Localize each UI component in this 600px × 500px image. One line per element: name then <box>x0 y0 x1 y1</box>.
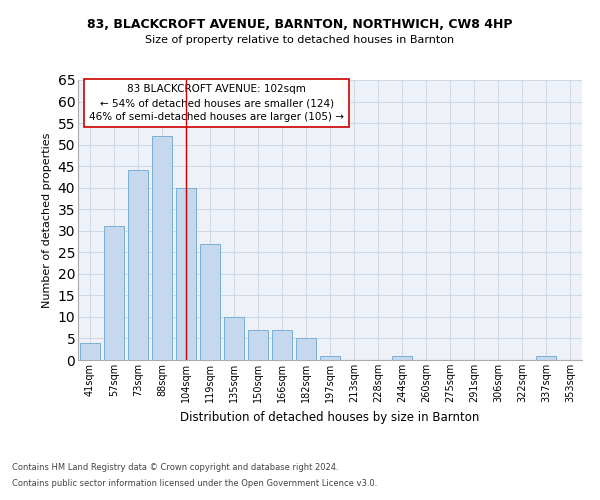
Text: 83, BLACKCROFT AVENUE, BARNTON, NORTHWICH, CW8 4HP: 83, BLACKCROFT AVENUE, BARNTON, NORTHWIC… <box>87 18 513 30</box>
Bar <box>392 356 412 360</box>
Y-axis label: Number of detached properties: Number of detached properties <box>42 132 52 308</box>
Bar <box>128 170 148 360</box>
Bar <box>296 338 316 360</box>
Text: Size of property relative to detached houses in Barnton: Size of property relative to detached ho… <box>145 35 455 45</box>
Bar <box>272 330 292 360</box>
Bar <box>200 244 220 360</box>
Bar <box>176 188 196 360</box>
X-axis label: Distribution of detached houses by size in Barnton: Distribution of detached houses by size … <box>181 410 479 424</box>
Bar <box>536 356 556 360</box>
Text: Contains HM Land Registry data © Crown copyright and database right 2024.: Contains HM Land Registry data © Crown c… <box>12 464 338 472</box>
Bar <box>224 317 244 360</box>
Bar <box>320 356 340 360</box>
Bar <box>248 330 268 360</box>
Text: 83 BLACKCROFT AVENUE: 102sqm
← 54% of detached houses are smaller (124)
46% of s: 83 BLACKCROFT AVENUE: 102sqm ← 54% of de… <box>89 84 344 122</box>
Bar <box>80 343 100 360</box>
Text: Contains public sector information licensed under the Open Government Licence v3: Contains public sector information licen… <box>12 478 377 488</box>
Bar <box>152 136 172 360</box>
Bar <box>104 226 124 360</box>
